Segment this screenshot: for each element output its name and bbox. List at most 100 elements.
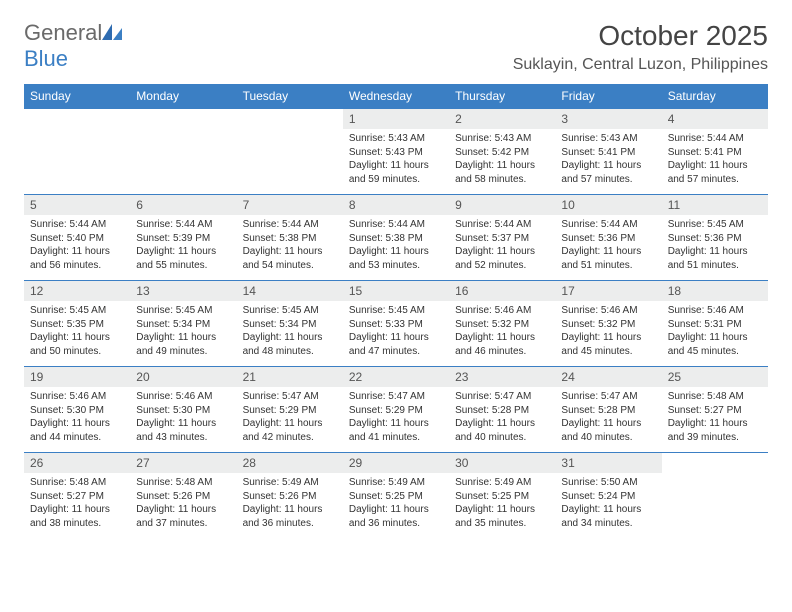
day-daylight: Daylight: 11 hours and 58 minutes. bbox=[455, 159, 549, 186]
day-sunset: Sunset: 5:34 PM bbox=[243, 318, 337, 332]
calendar-week: 12Sunrise: 5:45 AMSunset: 5:35 PMDayligh… bbox=[24, 281, 768, 367]
day-daylight: Daylight: 11 hours and 52 minutes. bbox=[455, 245, 549, 272]
day-sunset: Sunset: 5:25 PM bbox=[349, 490, 443, 504]
day-sunrise: Sunrise: 5:44 AM bbox=[243, 218, 337, 232]
day-daylight: Daylight: 11 hours and 56 minutes. bbox=[30, 245, 124, 272]
day-sunrise: Sunrise: 5:44 AM bbox=[668, 132, 762, 146]
calendar-cell: 5Sunrise: 5:44 AMSunset: 5:40 PMDaylight… bbox=[24, 195, 130, 281]
day-daylight: Daylight: 11 hours and 45 minutes. bbox=[561, 331, 655, 358]
logo-sail-icon bbox=[102, 20, 122, 46]
day-info: Sunrise: 5:49 AMSunset: 5:26 PMDaylight:… bbox=[237, 473, 343, 533]
day-daylight: Daylight: 11 hours and 49 minutes. bbox=[136, 331, 230, 358]
calendar-cell: 6Sunrise: 5:44 AMSunset: 5:39 PMDaylight… bbox=[130, 195, 236, 281]
weekday-header: Sunday bbox=[24, 84, 130, 109]
day-sunrise: Sunrise: 5:50 AM bbox=[561, 476, 655, 490]
title-block: October 2025 Suklayin, Central Luzon, Ph… bbox=[513, 20, 768, 74]
day-sunset: Sunset: 5:29 PM bbox=[243, 404, 337, 418]
day-sunrise: Sunrise: 5:47 AM bbox=[561, 390, 655, 404]
calendar-week: 1Sunrise: 5:43 AMSunset: 5:43 PMDaylight… bbox=[24, 109, 768, 195]
day-number: 30 bbox=[449, 453, 555, 473]
day-info: Sunrise: 5:47 AMSunset: 5:29 PMDaylight:… bbox=[237, 387, 343, 447]
day-info: Sunrise: 5:45 AMSunset: 5:35 PMDaylight:… bbox=[24, 301, 130, 361]
day-number: 25 bbox=[662, 367, 768, 387]
day-sunrise: Sunrise: 5:48 AM bbox=[136, 476, 230, 490]
day-sunset: Sunset: 5:41 PM bbox=[561, 146, 655, 160]
weekday-header: Thursday bbox=[449, 84, 555, 109]
day-sunset: Sunset: 5:43 PM bbox=[349, 146, 443, 160]
day-sunrise: Sunrise: 5:49 AM bbox=[243, 476, 337, 490]
calendar-cell: 2Sunrise: 5:43 AMSunset: 5:42 PMDaylight… bbox=[449, 109, 555, 195]
logo-text: GeneralBlue bbox=[24, 20, 122, 72]
calendar-cell bbox=[130, 109, 236, 195]
day-number: 7 bbox=[237, 195, 343, 215]
day-sunset: Sunset: 5:30 PM bbox=[136, 404, 230, 418]
day-daylight: Daylight: 11 hours and 51 minutes. bbox=[561, 245, 655, 272]
day-sunrise: Sunrise: 5:43 AM bbox=[455, 132, 549, 146]
day-number: 21 bbox=[237, 367, 343, 387]
day-info: Sunrise: 5:43 AMSunset: 5:41 PMDaylight:… bbox=[555, 129, 661, 189]
calendar-body: 1Sunrise: 5:43 AMSunset: 5:43 PMDaylight… bbox=[24, 109, 768, 539]
day-sunrise: Sunrise: 5:47 AM bbox=[349, 390, 443, 404]
day-sunset: Sunset: 5:39 PM bbox=[136, 232, 230, 246]
day-sunset: Sunset: 5:41 PM bbox=[668, 146, 762, 160]
calendar-cell: 30Sunrise: 5:49 AMSunset: 5:25 PMDayligh… bbox=[449, 453, 555, 539]
day-number: 31 bbox=[555, 453, 661, 473]
day-info: Sunrise: 5:44 AMSunset: 5:36 PMDaylight:… bbox=[555, 215, 661, 275]
day-info: Sunrise: 5:45 AMSunset: 5:36 PMDaylight:… bbox=[662, 215, 768, 275]
day-sunset: Sunset: 5:34 PM bbox=[136, 318, 230, 332]
day-daylight: Daylight: 11 hours and 47 minutes. bbox=[349, 331, 443, 358]
day-daylight: Daylight: 11 hours and 36 minutes. bbox=[243, 503, 337, 530]
day-sunrise: Sunrise: 5:48 AM bbox=[30, 476, 124, 490]
day-info: Sunrise: 5:50 AMSunset: 5:24 PMDaylight:… bbox=[555, 473, 661, 533]
calendar-cell bbox=[662, 453, 768, 539]
day-sunrise: Sunrise: 5:44 AM bbox=[561, 218, 655, 232]
calendar-cell: 1Sunrise: 5:43 AMSunset: 5:43 PMDaylight… bbox=[343, 109, 449, 195]
day-number: 26 bbox=[24, 453, 130, 473]
day-daylight: Daylight: 11 hours and 46 minutes. bbox=[455, 331, 549, 358]
calendar-cell: 25Sunrise: 5:48 AMSunset: 5:27 PMDayligh… bbox=[662, 367, 768, 453]
calendar-cell: 21Sunrise: 5:47 AMSunset: 5:29 PMDayligh… bbox=[237, 367, 343, 453]
day-daylight: Daylight: 11 hours and 35 minutes. bbox=[455, 503, 549, 530]
day-info: Sunrise: 5:45 AMSunset: 5:34 PMDaylight:… bbox=[130, 301, 236, 361]
day-info: Sunrise: 5:46 AMSunset: 5:30 PMDaylight:… bbox=[24, 387, 130, 447]
day-sunrise: Sunrise: 5:44 AM bbox=[455, 218, 549, 232]
calendar-cell: 13Sunrise: 5:45 AMSunset: 5:34 PMDayligh… bbox=[130, 281, 236, 367]
day-number: 5 bbox=[24, 195, 130, 215]
day-daylight: Daylight: 11 hours and 37 minutes. bbox=[136, 503, 230, 530]
day-number: 24 bbox=[555, 367, 661, 387]
day-info: Sunrise: 5:46 AMSunset: 5:31 PMDaylight:… bbox=[662, 301, 768, 361]
day-number: 19 bbox=[24, 367, 130, 387]
day-number: 18 bbox=[662, 281, 768, 301]
day-sunrise: Sunrise: 5:46 AM bbox=[668, 304, 762, 318]
day-info: Sunrise: 5:44 AMSunset: 5:40 PMDaylight:… bbox=[24, 215, 130, 275]
calendar-head: SundayMondayTuesdayWednesdayThursdayFrid… bbox=[24, 84, 768, 109]
calendar-week: 19Sunrise: 5:46 AMSunset: 5:30 PMDayligh… bbox=[24, 367, 768, 453]
day-sunset: Sunset: 5:27 PM bbox=[30, 490, 124, 504]
day-sunset: Sunset: 5:26 PM bbox=[243, 490, 337, 504]
day-number: 10 bbox=[555, 195, 661, 215]
day-daylight: Daylight: 11 hours and 42 minutes. bbox=[243, 417, 337, 444]
header: GeneralBlue October 2025 Suklayin, Centr… bbox=[24, 20, 768, 74]
day-info: Sunrise: 5:48 AMSunset: 5:26 PMDaylight:… bbox=[130, 473, 236, 533]
day-sunset: Sunset: 5:37 PM bbox=[455, 232, 549, 246]
day-info: Sunrise: 5:47 AMSunset: 5:28 PMDaylight:… bbox=[449, 387, 555, 447]
day-daylight: Daylight: 11 hours and 54 minutes. bbox=[243, 245, 337, 272]
day-daylight: Daylight: 11 hours and 51 minutes. bbox=[668, 245, 762, 272]
day-daylight: Daylight: 11 hours and 43 minutes. bbox=[136, 417, 230, 444]
day-number: 16 bbox=[449, 281, 555, 301]
day-sunrise: Sunrise: 5:45 AM bbox=[30, 304, 124, 318]
day-daylight: Daylight: 11 hours and 40 minutes. bbox=[561, 417, 655, 444]
day-sunrise: Sunrise: 5:44 AM bbox=[349, 218, 443, 232]
day-info: Sunrise: 5:46 AMSunset: 5:32 PMDaylight:… bbox=[449, 301, 555, 361]
day-number: 15 bbox=[343, 281, 449, 301]
day-number: 22 bbox=[343, 367, 449, 387]
day-daylight: Daylight: 11 hours and 38 minutes. bbox=[30, 503, 124, 530]
day-sunrise: Sunrise: 5:46 AM bbox=[30, 390, 124, 404]
day-sunrise: Sunrise: 5:46 AM bbox=[136, 390, 230, 404]
day-daylight: Daylight: 11 hours and 48 minutes. bbox=[243, 331, 337, 358]
day-daylight: Daylight: 11 hours and 53 minutes. bbox=[349, 245, 443, 272]
location: Suklayin, Central Luzon, Philippines bbox=[513, 56, 768, 74]
day-sunset: Sunset: 5:35 PM bbox=[30, 318, 124, 332]
day-number: 12 bbox=[24, 281, 130, 301]
day-daylight: Daylight: 11 hours and 44 minutes. bbox=[30, 417, 124, 444]
